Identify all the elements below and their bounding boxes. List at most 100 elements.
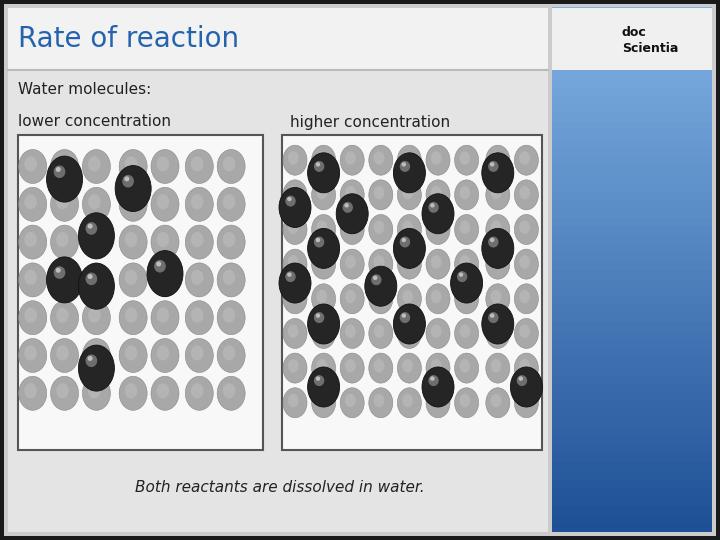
Ellipse shape	[397, 284, 421, 314]
Ellipse shape	[56, 232, 68, 247]
Ellipse shape	[88, 274, 93, 279]
Ellipse shape	[314, 237, 324, 247]
Ellipse shape	[459, 151, 470, 165]
FancyBboxPatch shape	[552, 164, 712, 174]
Ellipse shape	[279, 263, 311, 303]
Ellipse shape	[519, 394, 530, 407]
Ellipse shape	[185, 150, 213, 184]
Ellipse shape	[345, 255, 356, 268]
Ellipse shape	[402, 162, 406, 167]
Ellipse shape	[147, 251, 183, 296]
FancyBboxPatch shape	[552, 321, 712, 331]
FancyBboxPatch shape	[552, 522, 712, 532]
Ellipse shape	[430, 376, 435, 381]
Text: lower concentration: lower concentration	[18, 114, 171, 130]
Ellipse shape	[397, 214, 421, 245]
Ellipse shape	[402, 151, 413, 165]
Ellipse shape	[125, 383, 138, 399]
Ellipse shape	[486, 388, 510, 418]
FancyBboxPatch shape	[552, 278, 712, 287]
Ellipse shape	[119, 376, 147, 410]
Ellipse shape	[312, 388, 336, 418]
Ellipse shape	[157, 194, 169, 210]
FancyBboxPatch shape	[552, 33, 712, 43]
FancyBboxPatch shape	[552, 243, 712, 253]
Ellipse shape	[24, 269, 37, 285]
Ellipse shape	[88, 269, 101, 285]
Ellipse shape	[482, 153, 514, 193]
Ellipse shape	[454, 388, 479, 418]
Ellipse shape	[222, 232, 235, 247]
Ellipse shape	[431, 255, 441, 268]
Ellipse shape	[486, 249, 510, 279]
Ellipse shape	[50, 301, 78, 335]
Ellipse shape	[369, 180, 393, 210]
FancyBboxPatch shape	[552, 138, 712, 148]
Ellipse shape	[115, 166, 151, 212]
FancyBboxPatch shape	[552, 24, 712, 34]
Ellipse shape	[402, 313, 406, 318]
FancyBboxPatch shape	[552, 225, 712, 235]
Ellipse shape	[56, 345, 68, 361]
Ellipse shape	[402, 255, 413, 268]
Ellipse shape	[459, 394, 470, 407]
Ellipse shape	[55, 268, 60, 273]
Ellipse shape	[393, 153, 426, 193]
FancyBboxPatch shape	[552, 103, 712, 113]
Ellipse shape	[343, 202, 353, 213]
Ellipse shape	[119, 225, 147, 259]
Ellipse shape	[86, 354, 97, 367]
FancyBboxPatch shape	[552, 86, 712, 96]
FancyBboxPatch shape	[552, 181, 712, 191]
Ellipse shape	[312, 214, 336, 245]
FancyBboxPatch shape	[552, 435, 712, 444]
Ellipse shape	[157, 345, 169, 361]
Ellipse shape	[125, 307, 138, 323]
Ellipse shape	[518, 376, 523, 381]
Ellipse shape	[82, 263, 110, 297]
Ellipse shape	[19, 376, 47, 410]
Ellipse shape	[374, 394, 384, 407]
Ellipse shape	[191, 156, 204, 172]
Text: doc
Scientia: doc Scientia	[622, 26, 678, 56]
Ellipse shape	[86, 273, 97, 285]
Ellipse shape	[288, 359, 299, 373]
FancyBboxPatch shape	[552, 120, 712, 130]
Ellipse shape	[55, 167, 60, 172]
Ellipse shape	[514, 214, 539, 245]
Ellipse shape	[459, 325, 470, 338]
FancyBboxPatch shape	[552, 392, 712, 401]
Ellipse shape	[56, 307, 68, 323]
Ellipse shape	[314, 161, 324, 172]
Ellipse shape	[156, 261, 161, 266]
FancyBboxPatch shape	[552, 304, 712, 314]
Ellipse shape	[222, 156, 235, 172]
Ellipse shape	[151, 376, 179, 410]
Ellipse shape	[288, 394, 299, 407]
Ellipse shape	[426, 284, 450, 314]
Ellipse shape	[312, 180, 336, 210]
FancyBboxPatch shape	[8, 8, 548, 70]
Ellipse shape	[316, 186, 327, 199]
FancyBboxPatch shape	[552, 8, 712, 70]
Ellipse shape	[222, 345, 235, 361]
Ellipse shape	[50, 339, 78, 373]
Ellipse shape	[119, 187, 147, 221]
Ellipse shape	[514, 388, 539, 418]
Ellipse shape	[312, 145, 336, 175]
Ellipse shape	[486, 353, 510, 383]
Ellipse shape	[369, 284, 393, 314]
Ellipse shape	[454, 145, 479, 175]
Ellipse shape	[490, 186, 501, 199]
Ellipse shape	[185, 263, 213, 297]
Ellipse shape	[191, 345, 204, 361]
Ellipse shape	[88, 383, 101, 399]
Ellipse shape	[369, 214, 393, 245]
Ellipse shape	[47, 156, 83, 202]
Ellipse shape	[283, 388, 307, 418]
Ellipse shape	[490, 151, 501, 165]
Ellipse shape	[426, 180, 450, 210]
Ellipse shape	[374, 151, 384, 165]
Ellipse shape	[393, 304, 426, 344]
Ellipse shape	[24, 194, 37, 210]
